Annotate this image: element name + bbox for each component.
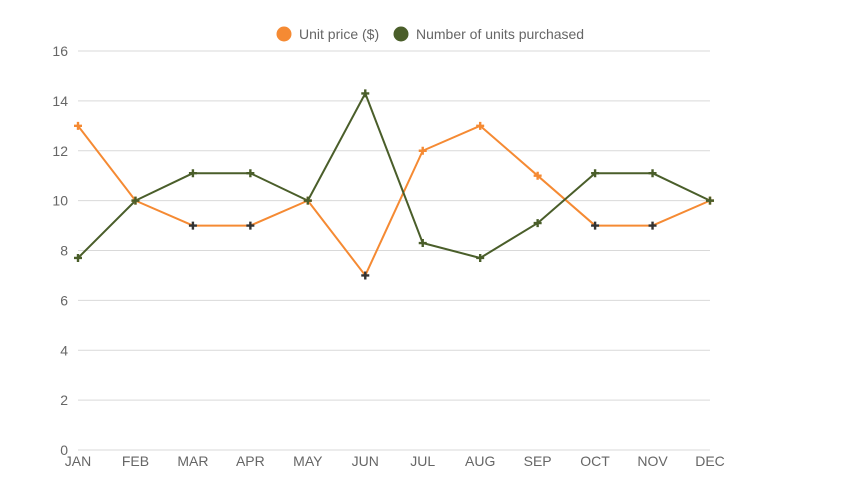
x-tick-label-sep: SEP [524,453,552,469]
data-point-units-purchased-may[interactable] [303,196,312,205]
legend-label-unit-price[interactable]: Unit price ($) [299,26,379,42]
y-tick-label: 14 [52,93,68,109]
x-tick-label-feb: FEB [122,453,149,469]
x-tick-label-dec: DEC [695,453,725,469]
data-point-unit-price-jul[interactable] [418,146,427,155]
data-point-units-purchased-jun[interactable] [361,89,370,98]
y-tick-label: 4 [60,342,68,358]
data-point-units-purchased-jul[interactable] [418,239,427,248]
data-point-units-purchased-dec[interactable] [706,196,714,205]
x-tick-label-may: MAY [293,453,323,469]
x-tick-label-apr: APR [236,453,265,469]
data-point-unit-price-aug[interactable] [476,121,485,130]
legend-swatch-units-purchased[interactable] [393,26,409,42]
legend-label-units-purchased[interactable]: Number of units purchased [416,26,584,42]
x-tick-label-jul: JUL [410,453,435,469]
data-point-units-purchased-feb[interactable] [131,196,140,205]
legend: Unit price ($) Number of units purchased [276,26,584,42]
x-axis: JAN FEB MAR APR MAY JUN JUL AUG SEP OCT NOV DEC [65,453,725,469]
data-point-units-purchased-jan[interactable] [74,253,82,262]
y-tick-label: 10 [52,193,68,209]
data-point-units-purchased-aug[interactable] [476,253,485,262]
data-point-unit-price-jan[interactable] [74,121,82,130]
data-point-unit-price-mar[interactable] [188,221,197,230]
data-point-units-purchased-sep[interactable] [533,219,542,228]
data-point-unit-price-nov[interactable] [648,221,657,230]
data-point-units-purchased-apr[interactable] [246,169,255,178]
series-line-units-purchased [77,92,711,259]
x-tick-label-jun: JUN [352,453,379,469]
data-point-units-purchased-mar[interactable] [188,169,197,178]
x-tick-label-aug: AUG [465,453,495,469]
y-tick-label: 16 [52,43,68,59]
data-point-unit-price-jun[interactable] [361,271,370,280]
grid-lines [78,50,710,451]
series-line-unit-price [77,124,711,277]
y-tick-label: 0 [60,442,68,458]
series-layer [74,89,714,280]
data-point-unit-price-oct[interactable] [591,221,600,230]
y-tick-label: 8 [60,243,68,259]
data-point-unit-price-apr[interactable] [246,221,255,230]
y-tick-label: 6 [60,292,68,308]
data-point-unit-price-sep[interactable] [533,171,542,180]
x-tick-label-mar: MAR [177,453,208,469]
y-axis: 0 2 4 6 8 10 12 14 16 [52,43,68,458]
y-tick-label: 2 [60,392,68,408]
y-tick-label: 12 [52,143,68,159]
x-tick-label-jan: JAN [65,453,91,469]
x-tick-label-oct: OCT [580,453,610,469]
data-point-units-purchased-nov[interactable] [648,169,657,178]
data-point-units-purchased-oct[interactable] [591,169,600,178]
x-tick-label-nov: NOV [637,453,668,469]
legend-swatch-unit-price[interactable] [276,26,292,42]
